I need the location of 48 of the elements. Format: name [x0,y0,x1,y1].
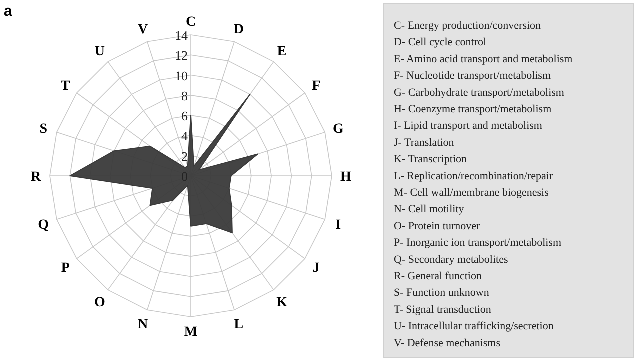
spoke-label: I [336,218,342,233]
spoke-label: O [94,295,106,310]
spoke-label: M [184,325,198,340]
text: M- Cell wall/membrane biogenesis [394,187,549,199]
text: Q- Secondary metabolites [394,254,508,266]
text: D- Cell cycle control [394,36,487,49]
text: H- Coenzyme transport/metabolism [394,104,552,116]
spoke-label: J [312,261,320,276]
spoke-label: G [332,122,344,138]
text: N- Cell motility [394,204,465,216]
y-tick-label: 10 [175,68,188,84]
y-tick-label: 4 [182,128,188,144]
y-tick-label: 14 [175,28,188,43]
text: K- Transcription [394,154,468,166]
spoke-label: U [94,44,105,60]
spoke-label: L [234,317,244,332]
spoke-label: P [61,261,70,276]
text: E- Amino acid transport and metabolism [394,53,574,66]
text: C- Energy production/conversion [394,20,542,32]
spoke-label: E [277,44,287,60]
y-tick-label: 8 [182,88,188,104]
spoke-label: K [276,295,288,310]
y-tick-label: 6 [182,108,188,124]
text: T- Signal transduction [394,304,492,316]
spoke-label: R [30,170,42,185]
spoke-label: T [60,78,71,94]
spoke-label: D [234,22,244,38]
spoke-label: F [312,78,321,94]
text: F- Nucleotide transport/metabolism [394,70,552,82]
y-tick-label: 2 [182,148,188,164]
spoke-label: H [340,170,352,185]
text: O- Protein turnover [394,220,480,232]
text: J- Translation [394,136,455,149]
spoke-label: N [138,317,148,332]
spoke-label: C [186,15,196,30]
text: V- Defense mechanisms [394,337,501,350]
spoke-label: S [40,122,48,138]
text: I- Lipid transport and metabolism [394,120,543,132]
y-tick-label: 12 [175,48,188,64]
spoke-label: V [138,22,148,38]
text: L- Replication/recombination/repair [394,170,554,182]
chart-title: a [4,3,13,20]
text: R- General function [394,270,482,282]
spoke-label: Q [38,218,50,233]
text: S- Function unknown [394,287,490,300]
text: P- Inorganic ion transport/metabolism [394,237,562,250]
text: G- Carbohydrate transport/metabolism [394,86,565,99]
text: U- Intracellular trafficking/secretion [394,320,554,333]
